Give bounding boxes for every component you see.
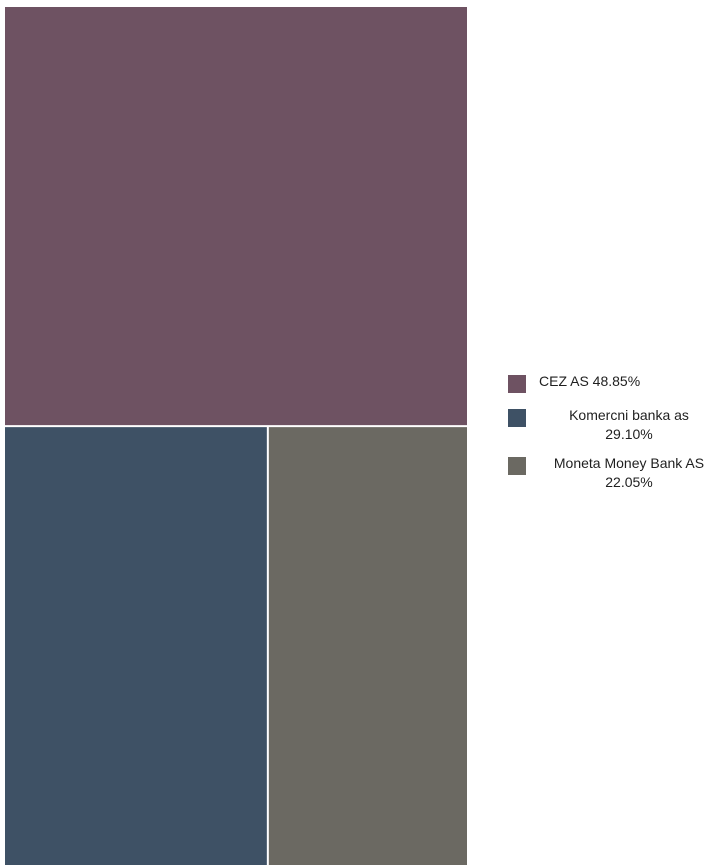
legend-label-cez-line1: CEZ AS 48.85%: [539, 373, 641, 389]
legend-label-moneta-line1: Moneta Money Bank AS: [553, 455, 705, 471]
treemap-tile-cez: [5, 7, 467, 426]
legend-swatch-cez: [508, 375, 526, 393]
legend-label-komercni: Komercni banka as 29.10%: [539, 406, 719, 444]
legend-label-cez: CEZ AS 48.85%: [539, 372, 719, 391]
legend-item-cez: CEZ AS 48.85%: [507, 372, 719, 396]
chart-legend: CEZ AS 48.85% Komercni banka as 29.10% M…: [507, 372, 719, 502]
legend-item-moneta: Moneta Money Bank AS 22.05%: [507, 454, 719, 492]
legend-label-moneta: Moneta Money Bank AS 22.05%: [539, 454, 719, 492]
treemap-tile-moneta: [268, 427, 467, 865]
legend-swatch-komercni: [508, 409, 526, 427]
legend-item-komercni: Komercni banka as 29.10%: [507, 406, 719, 444]
legend-label-komercni-line2: 29.10%: [605, 426, 653, 442]
legend-label-komercni-line1: Komercni banka as: [569, 407, 689, 423]
legend-swatch-moneta: [508, 457, 526, 475]
treemap-tile-komercni: [5, 427, 267, 865]
treemap-chart: [5, 7, 467, 865]
legend-label-moneta-line2: 22.05%: [605, 474, 653, 490]
